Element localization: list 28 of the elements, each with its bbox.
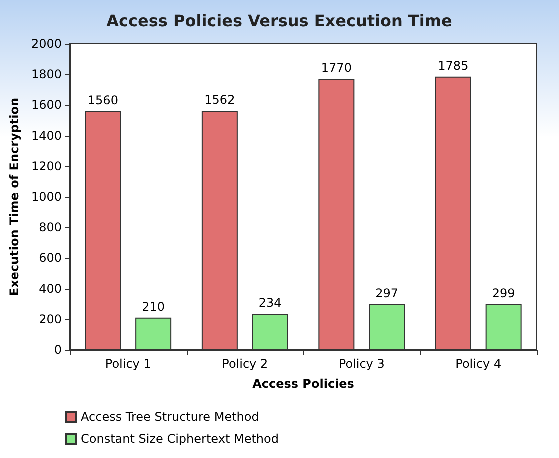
chart-title: Access Policies Versus Execution Time: [106, 12, 452, 30]
y-tick-label: 400: [39, 282, 62, 296]
y-axis-title: Execution Time of Encryption: [8, 98, 22, 296]
data-label: 1770: [321, 61, 352, 76]
y-tick-label: 600: [39, 251, 62, 266]
y-tick-label: 1800: [31, 68, 62, 82]
x-tick-label: Policy 3: [338, 357, 385, 371]
y-tick-label: 1400: [31, 128, 62, 143]
x-tick-label: Policy 4: [456, 357, 502, 371]
y-tick-label: 2000: [31, 37, 62, 51]
data-label: 234: [258, 296, 282, 310]
y-tick-label: 1000: [31, 190, 62, 204]
data-label: 210: [142, 300, 166, 314]
data-label: 299: [492, 286, 516, 300]
x-axis-title: Access Policies: [252, 377, 354, 391]
x-tick-label: Policy 2: [222, 357, 268, 371]
legend-label: Constant Size Ciphertext Method: [81, 432, 279, 446]
y-tick-label: 1600: [31, 98, 62, 112]
data-label: 1560: [88, 93, 118, 108]
y-tick-label: 800: [39, 220, 62, 235]
data-label: 1562: [204, 93, 236, 108]
y-tick-label: 1200: [31, 159, 62, 174]
x-tick-label: Policy 1: [105, 357, 152, 371]
data-label: 1785: [438, 58, 469, 73]
y-tick-label: 0: [54, 343, 62, 357]
legend-label: Access Tree Structure Method: [81, 410, 260, 424]
y-tick-label: 200: [39, 312, 62, 326]
data-label: 297: [376, 286, 399, 301]
